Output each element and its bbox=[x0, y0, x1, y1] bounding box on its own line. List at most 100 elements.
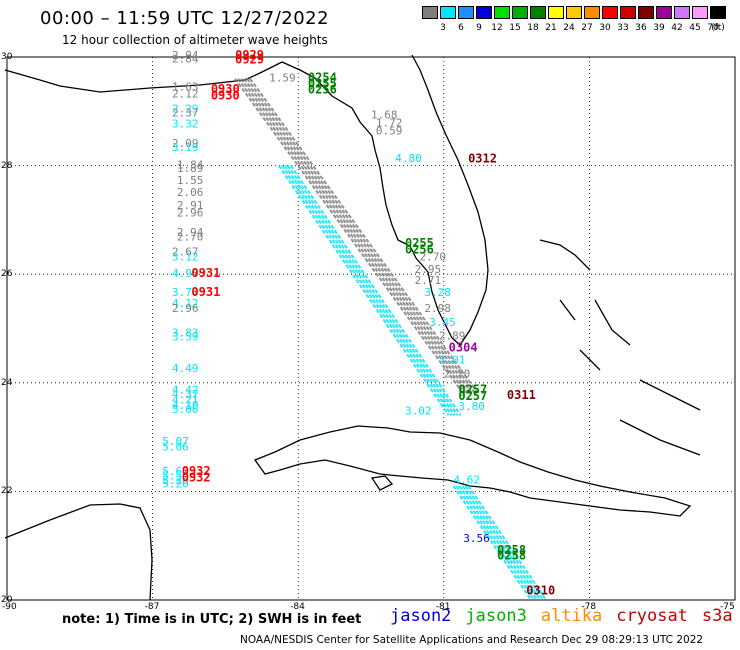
wave-height-label: 3.59 bbox=[172, 330, 199, 343]
wave-height-label: 2.98 bbox=[424, 302, 451, 315]
bahamas-islands bbox=[539, 239, 701, 456]
wave-height-label: 1.59 bbox=[269, 71, 296, 84]
cuba-coast bbox=[253, 425, 692, 517]
track-segment bbox=[286, 165, 459, 416]
track-segment bbox=[283, 165, 456, 416]
legend-label: 45 bbox=[689, 23, 701, 33]
data-labels: 2.942.841.632.122.292.373.322.093.191.84… bbox=[162, 48, 555, 597]
track-segment bbox=[234, 78, 465, 395]
wave-height-label: 3.01 bbox=[439, 353, 466, 366]
wave-height-label: 2.06 bbox=[177, 186, 204, 199]
legend-swatch bbox=[512, 6, 528, 19]
pass-time-label: 0258 bbox=[497, 543, 526, 557]
credit-line: NOAA/NESDIS Center for Satellite Applica… bbox=[240, 634, 704, 646]
mission-name: jason3 bbox=[465, 606, 527, 626]
wave-height-label: 4.80 bbox=[395, 152, 422, 165]
track-segment bbox=[458, 485, 538, 601]
legend-swatch bbox=[548, 6, 564, 19]
pass-time-label: 0255 bbox=[405, 236, 434, 250]
page-title: 00:00 – 11:59 UTC 12/27/2022 bbox=[40, 8, 330, 29]
legend-swatch bbox=[422, 6, 438, 19]
legend-label: 30 bbox=[599, 23, 611, 33]
wave-height-label: 2.29 bbox=[172, 102, 199, 115]
legend-swatch bbox=[476, 6, 492, 19]
legend-label: 18 bbox=[527, 23, 539, 33]
track-segment bbox=[464, 485, 544, 601]
wave-height-label: 5.26 bbox=[162, 474, 189, 487]
wave-height-label: 2.91 bbox=[177, 199, 204, 212]
wave-height-label: 2.12 bbox=[172, 88, 199, 101]
wave-height-label: 4.62 bbox=[454, 473, 481, 486]
mission-name: s3a bbox=[701, 606, 733, 626]
wave-height-label: 3.02 bbox=[405, 404, 432, 417]
wave-height-label: 3.12 bbox=[172, 251, 199, 264]
wave-height-label: 2.67 bbox=[172, 246, 199, 259]
track-segment bbox=[455, 485, 535, 601]
track-segment bbox=[289, 165, 462, 416]
legend-swatch bbox=[692, 6, 708, 19]
track-segment bbox=[467, 485, 547, 601]
legend-label: 21 bbox=[545, 23, 557, 33]
legend-swatch bbox=[530, 6, 546, 19]
yucatan-coast bbox=[4, 503, 153, 601]
legend-swatch bbox=[656, 6, 672, 19]
wave-height-label: 5.06 bbox=[172, 403, 199, 416]
pass-time-label: 0254 bbox=[308, 70, 337, 84]
wave-height-label: 2.95 bbox=[415, 263, 442, 276]
wave-height-label: 1.84 bbox=[177, 158, 204, 171]
pass-time-label: 0310 bbox=[526, 584, 555, 598]
wave-height-label: 2.70 bbox=[177, 231, 204, 244]
mission-name: cryosat bbox=[616, 606, 688, 626]
wave-height-label: 1.72 bbox=[376, 117, 403, 130]
wave-height-label: 1.63 bbox=[172, 81, 199, 94]
legend-swatch bbox=[566, 6, 582, 19]
wave-height-label: 3.28 bbox=[424, 286, 451, 299]
pass-time-label: 0256 bbox=[308, 82, 337, 96]
track-segment bbox=[240, 78, 471, 395]
wave-height-label: 3.77 bbox=[172, 286, 199, 299]
wave-height-label: 2.96 bbox=[177, 207, 204, 220]
pass-time-label: 0931 bbox=[191, 266, 220, 280]
isle-of-youth bbox=[370, 475, 394, 491]
pass-time-label: 0929 bbox=[235, 48, 264, 62]
wave-height-label: 4.21 bbox=[172, 393, 199, 406]
wave-height-label: 2.84 bbox=[172, 52, 199, 65]
lon-tick-label: -84 bbox=[290, 602, 305, 612]
track-segment bbox=[280, 165, 453, 416]
pass-time-label: 0932 bbox=[182, 471, 211, 485]
pass-time-label: 0311 bbox=[507, 388, 536, 402]
wave-height-label: 1.55 bbox=[177, 174, 204, 187]
legend-label: 42 bbox=[671, 23, 683, 33]
legend-label: 39 bbox=[653, 23, 665, 33]
lon-tick-label: -78 bbox=[581, 602, 597, 612]
legend-label: 15 bbox=[509, 23, 521, 33]
lat-tick-label: 20 bbox=[1, 595, 13, 605]
legend-swatch bbox=[602, 6, 618, 19]
mission-name: altika bbox=[540, 606, 603, 626]
wave-height-label: 2.96 bbox=[172, 302, 199, 315]
wave-height-label: 5.20 bbox=[162, 478, 189, 491]
legend-swatch bbox=[638, 6, 654, 19]
pass-time-label: 0304 bbox=[449, 340, 478, 354]
pass-time-label: 0258 bbox=[497, 548, 526, 562]
track-segment bbox=[452, 485, 532, 601]
wave-height-label: 3.45 bbox=[429, 316, 456, 329]
lat-tick-label: 24 bbox=[1, 377, 13, 388]
legend-label: 3 bbox=[440, 23, 446, 33]
pass-time-label: 0930 bbox=[211, 82, 240, 96]
map-border bbox=[6, 56, 736, 601]
wave-height-label: 2.94 bbox=[172, 49, 199, 62]
satellite-tracks bbox=[234, 78, 547, 601]
legend-unit: (ft) bbox=[711, 23, 725, 33]
track-segment bbox=[249, 78, 480, 395]
wave-height-label: 3.19 bbox=[172, 141, 199, 154]
legend-label: 9 bbox=[476, 23, 482, 33]
page-subtitle: 12 hour collection of altimeter wave hei… bbox=[62, 33, 328, 47]
wave-height-label: 3.80 bbox=[458, 400, 485, 413]
track-segment bbox=[246, 78, 477, 395]
wave-height-label: 4.12 bbox=[172, 297, 199, 310]
florida-coast bbox=[4, 54, 489, 346]
wave-height-label: 4.37 bbox=[172, 388, 199, 401]
coastlines bbox=[4, 54, 701, 601]
